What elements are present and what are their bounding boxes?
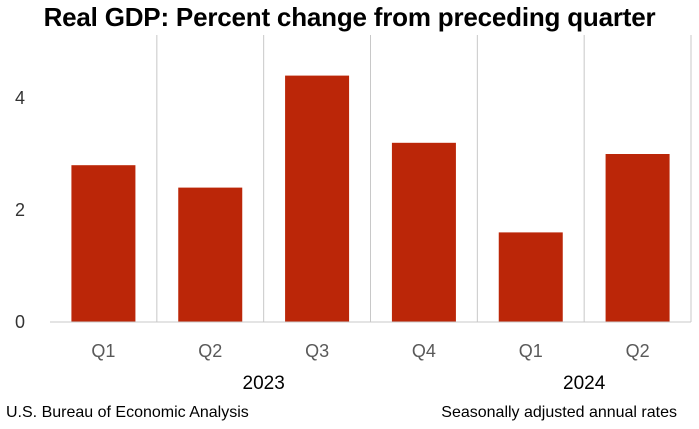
bars — [71, 75, 670, 322]
y-axis-ticks: 0 2 4 — [15, 88, 25, 332]
x-category-label: Q1 — [519, 341, 543, 361]
x-axis-categories: Q1 Q2 Q3 Q4 Q1 Q2 — [91, 341, 649, 361]
x-category-label: Q1 — [91, 341, 115, 361]
x-category-label: Q3 — [305, 341, 329, 361]
x-category-label: Q4 — [412, 341, 436, 361]
x-group-label: 2023 — [243, 373, 285, 394]
bar — [605, 154, 670, 322]
x-category-label: Q2 — [198, 341, 222, 361]
bar — [391, 142, 456, 322]
y-tick-label: 2 — [15, 200, 25, 220]
x-axis-groups: 2023 2024 — [243, 373, 606, 394]
bar — [498, 232, 563, 322]
chart-title: Real GDP: Percent change from preceding … — [43, 2, 656, 32]
x-group-label: 2024 — [563, 373, 606, 394]
rate-note: Seasonally adjusted annual rates — [441, 404, 677, 421]
y-tick-label: 0 — [15, 312, 25, 332]
bar — [285, 75, 350, 322]
x-category-label: Q2 — [626, 341, 650, 361]
source-note: U.S. Bureau of Economic Analysis — [6, 404, 249, 421]
y-tick-label: 4 — [15, 88, 25, 108]
bar — [178, 187, 243, 322]
bar — [71, 165, 136, 322]
grid-lines — [156, 35, 692, 322]
